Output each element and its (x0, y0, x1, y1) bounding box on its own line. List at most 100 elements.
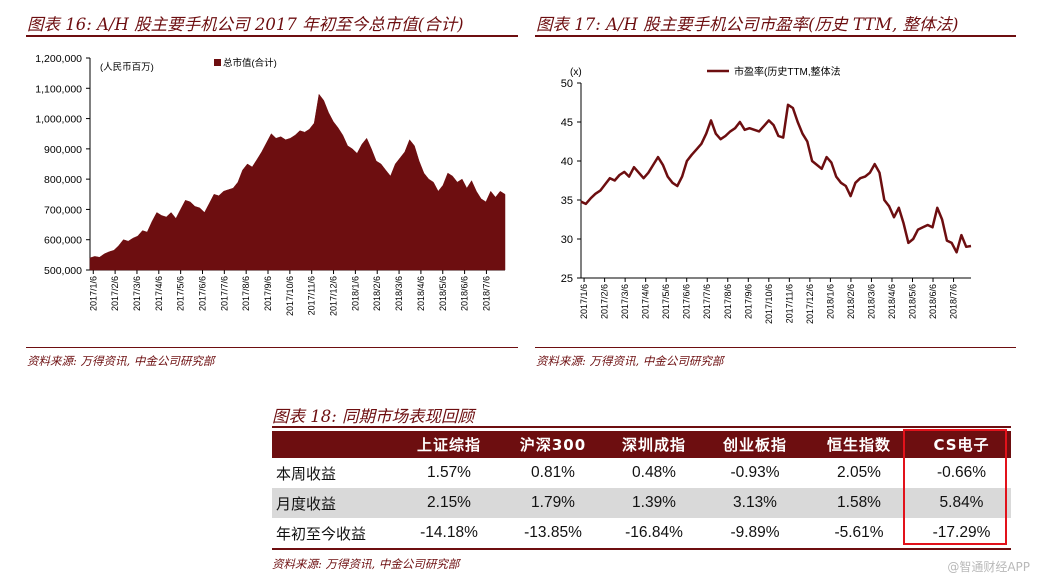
x-tick-label: 2018/6/6 (460, 276, 470, 311)
x-tick-label: 2018/2/6 (372, 276, 382, 311)
x-tick-label: 2018/6/6 (928, 284, 938, 319)
legend-label: 总市值(合计) (223, 57, 277, 69)
table-header-cell: 上证综指 (396, 431, 502, 458)
figure17-title-rule (535, 35, 1016, 37)
table-cell: -13.85% (502, 518, 604, 550)
x-tick-label: 2017/11/6 (307, 276, 317, 315)
y-tick-label: 25 (561, 273, 573, 285)
x-tick-label: 2018/3/6 (866, 284, 876, 319)
x-tick-label: 2017/1/6 (579, 284, 589, 319)
table-cell: 3.13% (704, 488, 806, 518)
figure18-title-rule (272, 426, 1011, 428)
table-cell: 0.48% (632, 464, 676, 481)
x-tick-label: 2017/3/6 (620, 284, 630, 319)
table-row: 年初至今收益 -14.18% -13.85% -16.84% -9.89% -5… (272, 518, 1011, 550)
x-tick-label: 2017/8/6 (241, 276, 251, 311)
x-tick-label: 2018/4/6 (416, 276, 426, 311)
table-row: 本周收益 1.57% 0.81% 0.48% -0.93% 2.05% -0.6… (272, 458, 1011, 488)
market-performance-table: 上证综指 沪深300 深圳成指 创业板指 恒生指数 CS电子 本周收益 1.57… (272, 431, 1011, 550)
table-cell: 1.58% (806, 488, 912, 518)
figure17-source-rule (535, 347, 1016, 348)
y-tick-label: 50 (561, 78, 573, 90)
watermark: @智通财经APP (947, 560, 1030, 574)
x-tick-label: 2017/9/6 (743, 284, 753, 319)
x-tick-label: 2017/4/6 (154, 276, 164, 311)
x-tick-label: 2017/6/6 (197, 276, 207, 311)
table-cell: 2.15% (396, 488, 502, 518)
x-tick-label: 2018/7/6 (481, 276, 491, 311)
table-header-cell: 创业板指 (704, 431, 806, 458)
table-cell: -16.84% (604, 518, 704, 550)
pe-ratio-line-series (580, 103, 972, 254)
table-cell: 5.84% (912, 488, 1011, 518)
table-header-row: 上证综指 沪深300 深圳成指 创业板指 恒生指数 CS电子 (272, 431, 1011, 458)
y-tick-label: 35 (561, 195, 573, 207)
table-header-cell: 沪深300 (502, 431, 604, 458)
y-tick-label: 800,000 (44, 174, 82, 186)
x-tick-label: 2018/5/6 (908, 284, 918, 319)
y-tick-label: 45 (561, 117, 573, 129)
figure16-title-rule (26, 35, 518, 37)
figure16-source: 资料来源: 万得资讯, 中金公司研究部 (27, 354, 215, 368)
x-tick-label: 2017/10/6 (285, 276, 295, 316)
x-tick-label: 2017/1/6 (88, 276, 98, 311)
x-tick-label: 2017/2/6 (600, 284, 610, 319)
table-cell: 1.39% (604, 488, 704, 518)
table-header-cell (272, 431, 396, 458)
y-tick-label: 700,000 (44, 204, 82, 216)
x-tick-label: 2018/7/6 (949, 284, 959, 319)
x-tick-label: 2017/7/6 (219, 276, 229, 311)
table-header-cell: 深圳成指 (604, 431, 704, 458)
table-cell: 1.57% (427, 464, 471, 481)
table-row: 月度收益 2.15% 1.79% 1.39% 3.13% 1.58% 5.84% (272, 488, 1011, 518)
figure18-source: 资料来源: 万得资讯, 中金公司研究部 (272, 557, 460, 571)
y-tick-label: 600,000 (44, 235, 82, 247)
y-tick-label: 40 (561, 156, 573, 168)
x-tick-label: 2017/11/6 (784, 284, 794, 323)
y-tick-label: 1,200,000 (35, 53, 82, 65)
row-label: 年初至今收益 (272, 518, 396, 550)
x-tick-label: 2018/5/6 (438, 276, 448, 311)
y-unit-label: (人民币百万) (100, 62, 154, 73)
x-tick-label: 2018/1/6 (350, 276, 360, 311)
y-tick-label: 1,100,000 (35, 83, 82, 95)
legend-label: 市盈率(历史TTM,整体法 (734, 65, 841, 78)
figure17-source: 资料来源: 万得资讯, 中金公司研究部 (536, 354, 724, 368)
table-header-cell: 恒生指数 (806, 431, 912, 458)
table-cell: -0.93% (730, 464, 780, 481)
x-tick-label: 2018/3/6 (394, 276, 404, 311)
table-header-cell: CS电子 (912, 431, 1011, 458)
x-tick-label: 2017/12/6 (805, 284, 815, 324)
table-cell: 2.05% (837, 464, 881, 481)
x-tick-label: 2018/2/6 (846, 284, 856, 319)
market-cap-area-chart: 1,200,000 1,100,000 1,000,000 900,000 800,00… (35, 53, 506, 316)
figure18-title: 图表 18: 同期市场表现回顾 (272, 407, 475, 426)
x-tick-label: 2017/8/6 (723, 284, 733, 319)
figure16-source-rule (26, 347, 518, 348)
table-cell: -14.18% (396, 518, 502, 550)
x-tick-label: 2017/6/6 (682, 284, 692, 319)
y-tick-label: 500,000 (44, 265, 82, 277)
table-cell: 1.79% (502, 488, 604, 518)
row-label: 月度收益 (272, 488, 396, 518)
figure17-title: 图表 17: A/H 股主要手机公司市盈率(历史 TTM, 整体法) (536, 15, 959, 34)
row-label: 本周收益 (276, 464, 337, 483)
x-tick-label: 2017/10/6 (764, 284, 774, 324)
table-cell: 0.81% (531, 464, 575, 481)
x-tick-label: 2017/7/6 (702, 284, 712, 319)
x-tick-label: 2017/5/6 (661, 284, 671, 319)
x-tick-label: 2017/4/6 (641, 284, 651, 319)
x-tick-label: 2017/5/6 (176, 276, 186, 311)
legend-swatch (214, 59, 221, 66)
y-unit-label: (x) (570, 67, 582, 78)
x-tick-label: 2018/4/6 (887, 284, 897, 319)
table-cell: -0.66% (936, 464, 987, 481)
table-cell: -5.61% (806, 518, 912, 550)
pe-ratio-line-chart: 50 45 40 35 30 25 2017/1/6 2017/2/6 2017/3/6 2017… (561, 65, 972, 324)
y-tick-label: 30 (561, 234, 573, 246)
y-tick-label: 900,000 (44, 144, 82, 156)
table-cell: -9.89% (704, 518, 806, 550)
x-tick-label: 2017/3/6 (132, 276, 142, 311)
x-tick-label: 2017/9/6 (263, 276, 273, 311)
figure16-title: 图表 16: A/H 股主要手机公司 2017 年初至今总市值(合计) (27, 15, 464, 34)
